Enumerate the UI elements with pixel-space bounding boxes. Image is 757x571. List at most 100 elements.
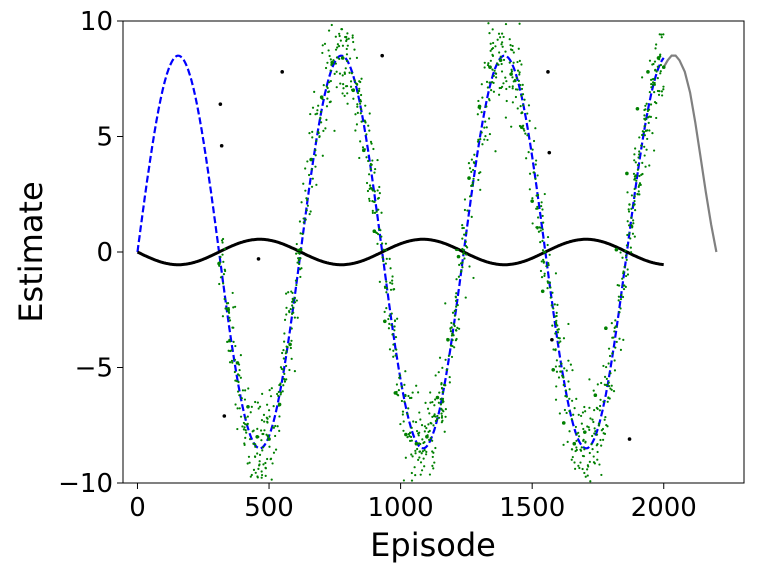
scatter-dot-851 xyxy=(256,427,259,430)
scatter-dot-947 xyxy=(440,416,444,419)
scatter-dot-1004 xyxy=(635,179,638,182)
scatter-dot-278 xyxy=(497,93,501,96)
scatter-dot-127 xyxy=(431,455,434,459)
scatter-dot-244 xyxy=(258,453,262,456)
scatter-dot-550 xyxy=(660,33,663,36)
scatter-dot-1182 xyxy=(414,452,417,455)
scatter-dot-619 xyxy=(431,464,434,468)
scatter-dot-801 xyxy=(631,226,634,229)
scatter-dot-859 xyxy=(385,307,388,310)
scatter-dot-224 xyxy=(265,433,268,436)
scatter-dot-270 xyxy=(633,159,636,162)
scatter-dot-1067 xyxy=(628,203,631,206)
scatter-dot-886 xyxy=(365,133,368,136)
y-axis-title: Estimate xyxy=(12,181,50,322)
scatter-dot-1247 xyxy=(360,108,363,111)
scatter-dot-799 xyxy=(477,99,480,103)
scatter-point-3-28 xyxy=(509,72,513,76)
scatter-dot-1230 xyxy=(617,284,621,287)
scatter-dot-505 xyxy=(637,156,640,159)
scatter-dot-328 xyxy=(555,311,558,314)
scatter-dot-288 xyxy=(385,291,388,294)
scatter-dot-1275 xyxy=(364,121,367,124)
scatter-dot-848 xyxy=(428,412,431,415)
scatter-dot-628 xyxy=(620,293,623,297)
scatter-dot-273 xyxy=(546,287,549,290)
x-tick-label-4: 2000 xyxy=(631,493,697,523)
scatter-dot-1174 xyxy=(274,448,278,451)
scatter-dot-495 xyxy=(624,249,627,252)
scatter-dot-649 xyxy=(309,210,312,213)
scatter-dot-861 xyxy=(472,161,476,164)
scatter-dot-405 xyxy=(424,401,427,404)
scatter-dot-226 xyxy=(283,380,287,383)
scatter-dot-1202 xyxy=(266,420,269,423)
scatter-dot-1263 xyxy=(629,246,632,249)
scatter-dot-1241 xyxy=(444,408,447,411)
scatter-dot-1194 xyxy=(399,374,402,377)
scatter-dot-1273 xyxy=(393,329,396,332)
scatter-dot-1265 xyxy=(239,415,243,418)
scatter-dot-172 xyxy=(592,420,595,424)
scatter-dot-687 xyxy=(554,348,557,351)
scatter-dot-449 xyxy=(448,375,451,379)
scatter-dot-169 xyxy=(622,338,625,341)
scatter-dot-419 xyxy=(395,348,398,351)
scatter-dot-1060 xyxy=(306,204,309,207)
scatter-dot-86 xyxy=(359,102,362,105)
scatter-dot-908 xyxy=(546,280,549,283)
scatter-dot-514 xyxy=(300,267,303,270)
scatter-dot-614 xyxy=(516,69,520,72)
scatter-dot-299 xyxy=(504,22,508,26)
scatter-dot-417 xyxy=(410,479,414,482)
scatter-dot-806 xyxy=(487,97,491,101)
scatter-dot-1205 xyxy=(354,129,357,132)
scatter-dot-252 xyxy=(549,286,552,289)
scatter-dot-232 xyxy=(258,464,261,467)
scatter-dot-969 xyxy=(334,62,337,65)
scatter-dot-923 xyxy=(634,209,637,212)
scatter-dot-1215 xyxy=(562,443,565,446)
scatter-dot-898 xyxy=(326,97,329,100)
scatter-dot-747 xyxy=(554,272,558,275)
scatter-point-4-4 xyxy=(280,70,284,74)
scatter-point-3-43 xyxy=(661,65,666,69)
scatter-point-3-39 xyxy=(625,171,629,176)
scatter-dot-1155 xyxy=(359,112,362,115)
scatter-dot-342 xyxy=(649,103,653,106)
scatter-dot-1019 xyxy=(571,399,574,402)
scatter-dot-613 xyxy=(476,140,480,143)
scatter-dot-465 xyxy=(581,454,585,458)
scatter-point-3-37 xyxy=(604,326,608,331)
scatter-dot-42 xyxy=(644,104,647,107)
scatter-dot-1187 xyxy=(228,319,232,322)
scatter-dot-867 xyxy=(541,208,544,211)
scatter-dot-301 xyxy=(287,309,291,313)
scatter-dot-279 xyxy=(324,66,328,70)
scatter-dot-624 xyxy=(269,395,273,398)
scatter-dot-561 xyxy=(564,394,567,398)
scatter-dot-218 xyxy=(655,102,658,105)
scatter-dot-32 xyxy=(659,63,663,67)
scatter-dot-234 xyxy=(382,248,385,251)
scatter-dot-766 xyxy=(292,311,295,314)
scatter-dot-376 xyxy=(242,421,245,425)
scatter-dot-988 xyxy=(396,317,399,320)
scatter-dot-719 xyxy=(236,407,239,410)
scatter-dot-258 xyxy=(364,104,367,107)
scatter-dot-542 xyxy=(521,111,524,114)
scatter-dot-386 xyxy=(349,80,353,83)
scatter-dot-469 xyxy=(659,55,662,58)
scatter-dot-954 xyxy=(409,435,413,439)
scatter-dot-262 xyxy=(578,466,581,470)
scatter-point-3-24 xyxy=(467,176,471,180)
scatter-dot-187 xyxy=(329,69,332,72)
scatter-dot-125 xyxy=(336,11,338,13)
scatter-dot-510 xyxy=(596,458,599,461)
scatter-dot-1086 xyxy=(493,69,496,72)
scatter-dot-1071 xyxy=(592,461,596,464)
scatter-dot-491 xyxy=(584,410,587,413)
scatter-dot-46 xyxy=(289,308,292,311)
scatter-dot-114 xyxy=(311,106,315,109)
scatter-dot-720 xyxy=(376,242,379,245)
